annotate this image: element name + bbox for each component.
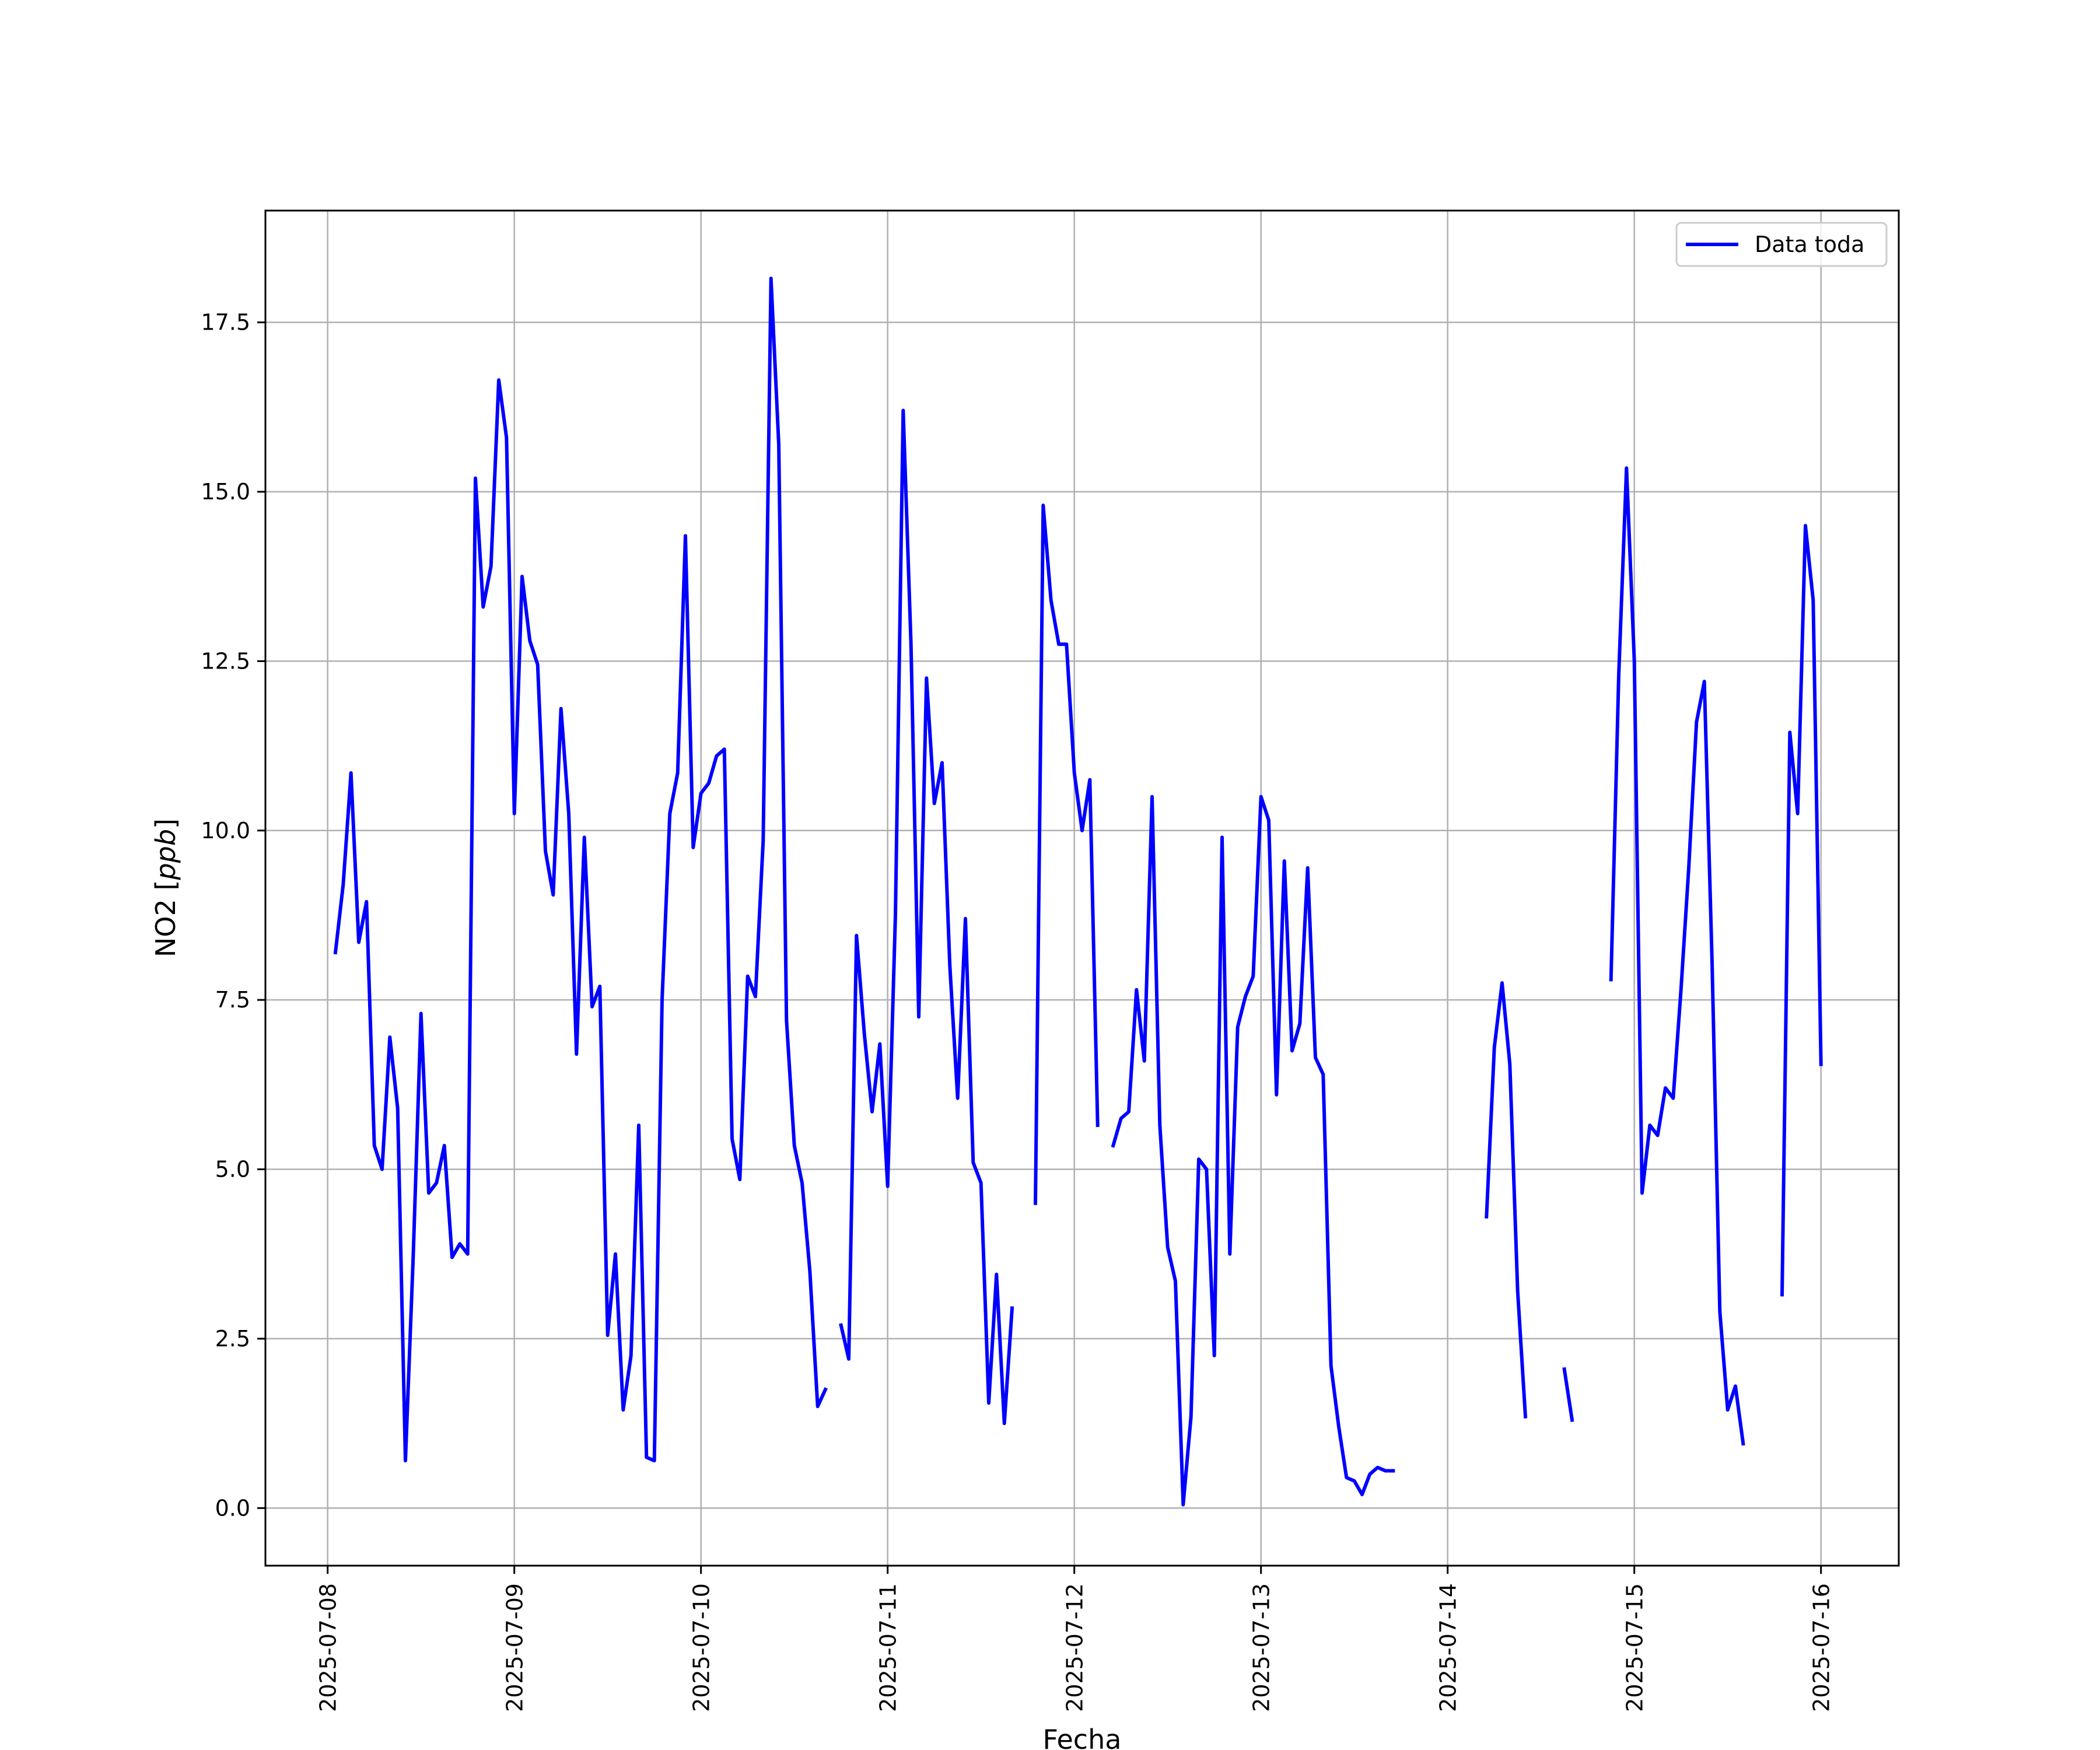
x-tick-label: 2025-07-13 bbox=[1249, 1583, 1275, 1712]
x-tick-label: 2025-07-09 bbox=[502, 1583, 528, 1712]
y-axis: 0.0 2.5 5.0 7.5 10.0 12.5 15.0 17.5 bbox=[201, 310, 265, 1521]
legend: Data toda bbox=[1675, 222, 1888, 267]
x-axis-label: Fecha bbox=[1043, 1724, 1122, 1750]
series-line-segment bbox=[1485, 981, 1528, 1419]
series-line-segment bbox=[1033, 503, 1100, 1205]
y-tick-label: 15.0 bbox=[201, 479, 250, 505]
x-tick-label: 2025-07-15 bbox=[1622, 1583, 1648, 1712]
y-tick-label: 17.5 bbox=[201, 310, 250, 335]
y-tick-label: 10.0 bbox=[201, 818, 250, 844]
x-tick-label: 2025-07-14 bbox=[1436, 1583, 1461, 1712]
plot-frame bbox=[264, 209, 1900, 1567]
y-axis-label-unit: ppb bbox=[150, 829, 181, 881]
series-line-segment bbox=[839, 408, 1014, 1426]
series-line-segment bbox=[1111, 794, 1395, 1507]
y-tick-label: 7.5 bbox=[215, 987, 250, 1013]
x-tick-label: 2025-07-10 bbox=[689, 1583, 715, 1712]
grid-lines bbox=[265, 211, 1899, 1566]
series-line-segment bbox=[1609, 466, 1745, 1446]
y-tick-label: 12.5 bbox=[201, 648, 250, 674]
series-line-segment bbox=[1562, 1367, 1574, 1422]
y-axis-label-quantity: NO2 bbox=[150, 899, 181, 957]
y-tick-label: 2.5 bbox=[215, 1326, 250, 1352]
x-tick-label: 2025-07-08 bbox=[316, 1583, 341, 1712]
y-tick-label: 0.0 bbox=[215, 1495, 250, 1521]
x-axis: 2025-07-08 2025-07-09 2025-07-10 2025-07-11… bbox=[316, 1566, 1835, 1712]
x-tick-label: 2025-07-12 bbox=[1062, 1583, 1088, 1712]
legend-box bbox=[1675, 222, 1888, 267]
x-tick-label: 2025-07-11 bbox=[876, 1583, 901, 1712]
y-tick-label: 5.0 bbox=[215, 1157, 250, 1182]
y-axis-label: NO2 [ppb] bbox=[150, 818, 181, 957]
x-tick-label: 2025-07-16 bbox=[1809, 1583, 1835, 1712]
series-layer bbox=[333, 276, 1823, 1507]
series-line-segment bbox=[1780, 524, 1823, 1297]
legend-label-data-toda: Data toda bbox=[1755, 232, 1864, 257]
series-line-segment bbox=[333, 276, 828, 1462]
